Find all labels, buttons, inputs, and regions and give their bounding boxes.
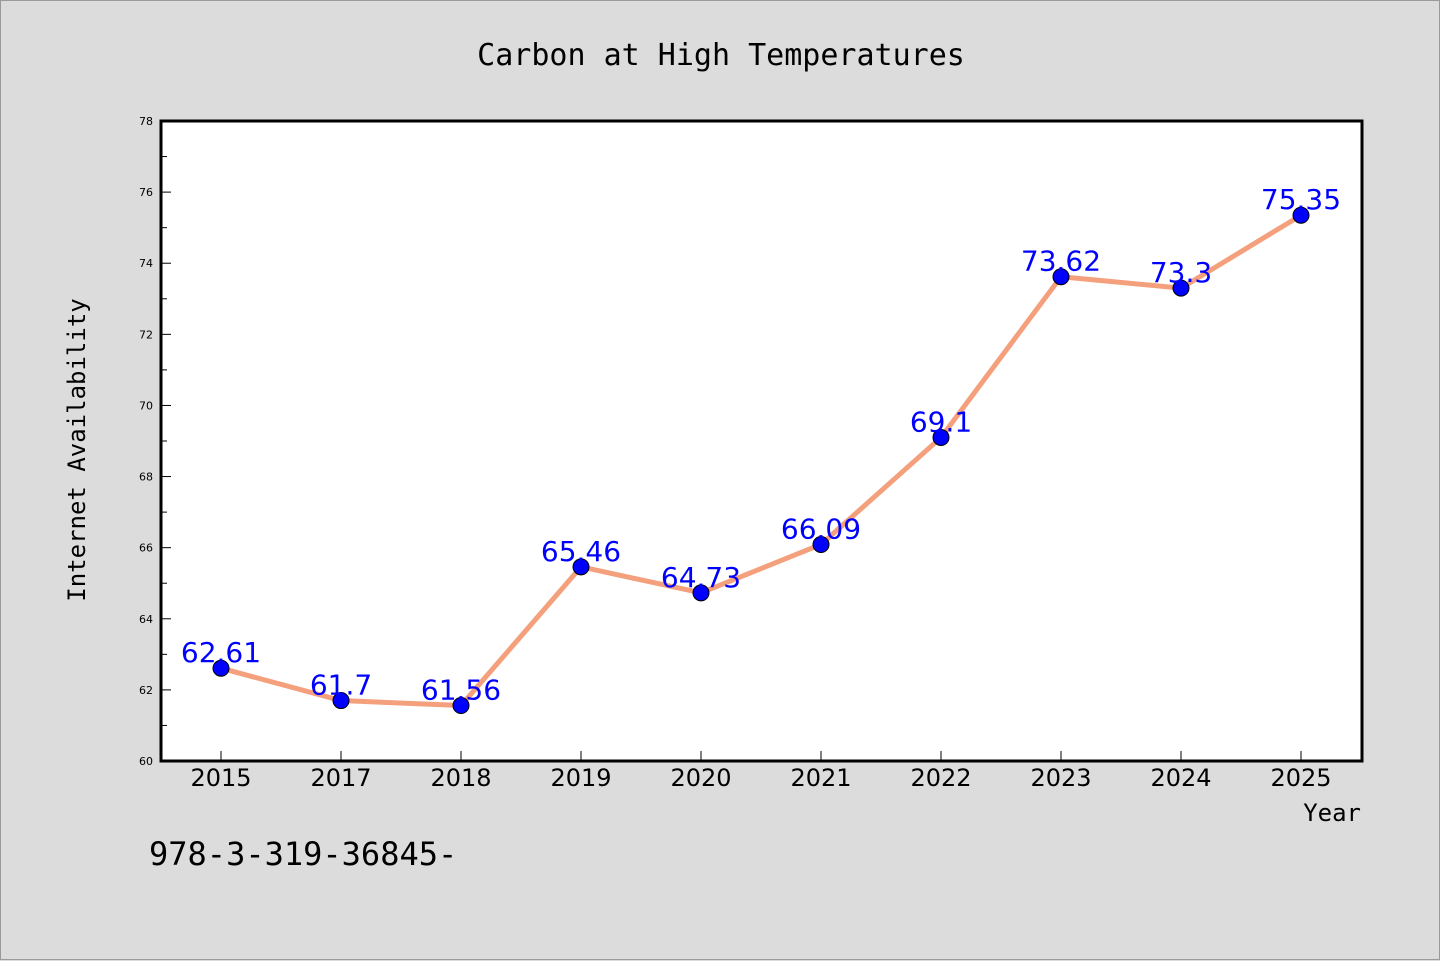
- data-label: 73.62: [1021, 245, 1101, 278]
- data-point: [332, 692, 350, 710]
- y-tick-label: 70: [139, 399, 153, 412]
- x-tick-label: 2023: [1030, 764, 1091, 792]
- plot-area: [159, 119, 1364, 763]
- data-label: 73.3: [1150, 256, 1212, 289]
- x-tick-label: 2022: [910, 764, 971, 792]
- data-label: 66.09: [781, 512, 861, 545]
- data-label: 69.1: [910, 405, 972, 438]
- series-group: 62.61 61.7 61.56 65.46 64.73 66.09 69.1 73.62 73…: [181, 183, 1341, 715]
- x-tick-label: 2018: [430, 764, 491, 792]
- y-tick-label: 60: [139, 755, 153, 768]
- x-tick-label: 2024: [1150, 764, 1211, 792]
- chart-title: Carbon at High Temperatures: [477, 38, 965, 73]
- x-tick-label: 2020: [670, 764, 731, 792]
- data-label: 75.35: [1261, 183, 1341, 216]
- data-point: [812, 535, 830, 553]
- x-axis-label: Year: [1303, 799, 1361, 827]
- data-label: 61.56: [421, 674, 501, 707]
- x-tick-label: 2019: [550, 764, 611, 792]
- x-tick-label: 2015: [190, 764, 251, 792]
- y-tick-label: 62: [139, 684, 153, 697]
- x-tick-label: 2017: [310, 764, 371, 792]
- data-point: [692, 584, 710, 602]
- annotation-text: 978-3-319-36845-: [149, 835, 457, 873]
- data-point: [572, 558, 590, 576]
- data-label: 61.7: [310, 669, 372, 702]
- y-tick-label: 78: [139, 115, 153, 128]
- x-tick-label: 2025: [1270, 764, 1331, 792]
- data-point: [452, 697, 470, 715]
- data-point: [212, 659, 230, 677]
- data-point: [1052, 268, 1070, 286]
- y-axis: 60 62 64 66 68 70 72 74 76 78: [139, 115, 171, 768]
- data-point: [1292, 206, 1310, 224]
- series-line: [218, 212, 1304, 709]
- x-tick-label: 2021: [790, 764, 851, 792]
- data-label: 64.73: [661, 561, 741, 594]
- y-axis-label: Internet Availability: [63, 298, 91, 601]
- y-tick-label: 72: [139, 328, 153, 341]
- y-tick-label: 74: [139, 257, 153, 270]
- data-label: 65.46: [541, 535, 621, 568]
- y-tick-label: 76: [139, 186, 153, 199]
- data-point: [932, 428, 950, 446]
- data-label: 62.61: [181, 636, 261, 669]
- y-tick-label: 68: [139, 471, 153, 484]
- y-tick-label: 64: [139, 613, 153, 626]
- x-axis: 2015 2017 2018 2019 2020 2021 2022 2023 2024 2025: [190, 751, 1332, 792]
- data-point: [1172, 279, 1190, 297]
- y-tick-label: 66: [139, 542, 153, 555]
